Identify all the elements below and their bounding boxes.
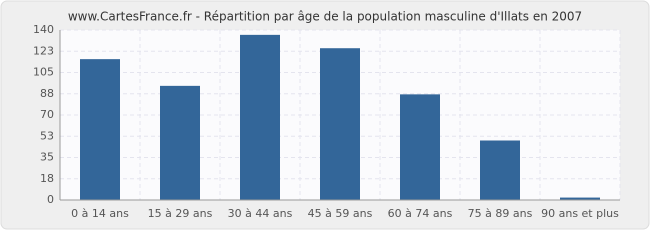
- x-tick-label: 15 à 29 ans: [148, 207, 213, 220]
- x-tick-label: 90 ans et plus: [541, 207, 619, 220]
- chart-title: www.CartesFrance.fr - Répartition par âg…: [68, 10, 582, 24]
- y-tick-label: 0: [47, 193, 54, 206]
- x-tick-label: 75 à 89 ans: [468, 207, 533, 220]
- x-tick-label: 30 à 44 ans: [228, 207, 293, 220]
- bar: [80, 59, 120, 201]
- y-tick-label: 35: [40, 151, 54, 164]
- y-tick-label: 105: [33, 66, 54, 79]
- bar: [160, 85, 200, 200]
- bar: [400, 94, 440, 200]
- y-tick-label: 53: [40, 129, 54, 142]
- x-tick-label: 45 à 59 ans: [308, 207, 373, 220]
- bar: [320, 48, 360, 200]
- y-tick-label: 18: [40, 172, 54, 185]
- y-tick-label: 88: [40, 87, 54, 100]
- chart: www.CartesFrance.fr - Répartition par âg…: [0, 0, 650, 230]
- y-tick-label: 70: [40, 108, 54, 121]
- x-tick-label: 0 à 14 ans: [71, 207, 129, 220]
- bar: [240, 34, 280, 200]
- y-tick-label: 140: [33, 23, 54, 36]
- bar: [480, 140, 520, 200]
- bar: [560, 197, 600, 200]
- y-tick-label: 123: [33, 44, 54, 57]
- x-tick-label: 60 à 74 ans: [388, 207, 453, 220]
